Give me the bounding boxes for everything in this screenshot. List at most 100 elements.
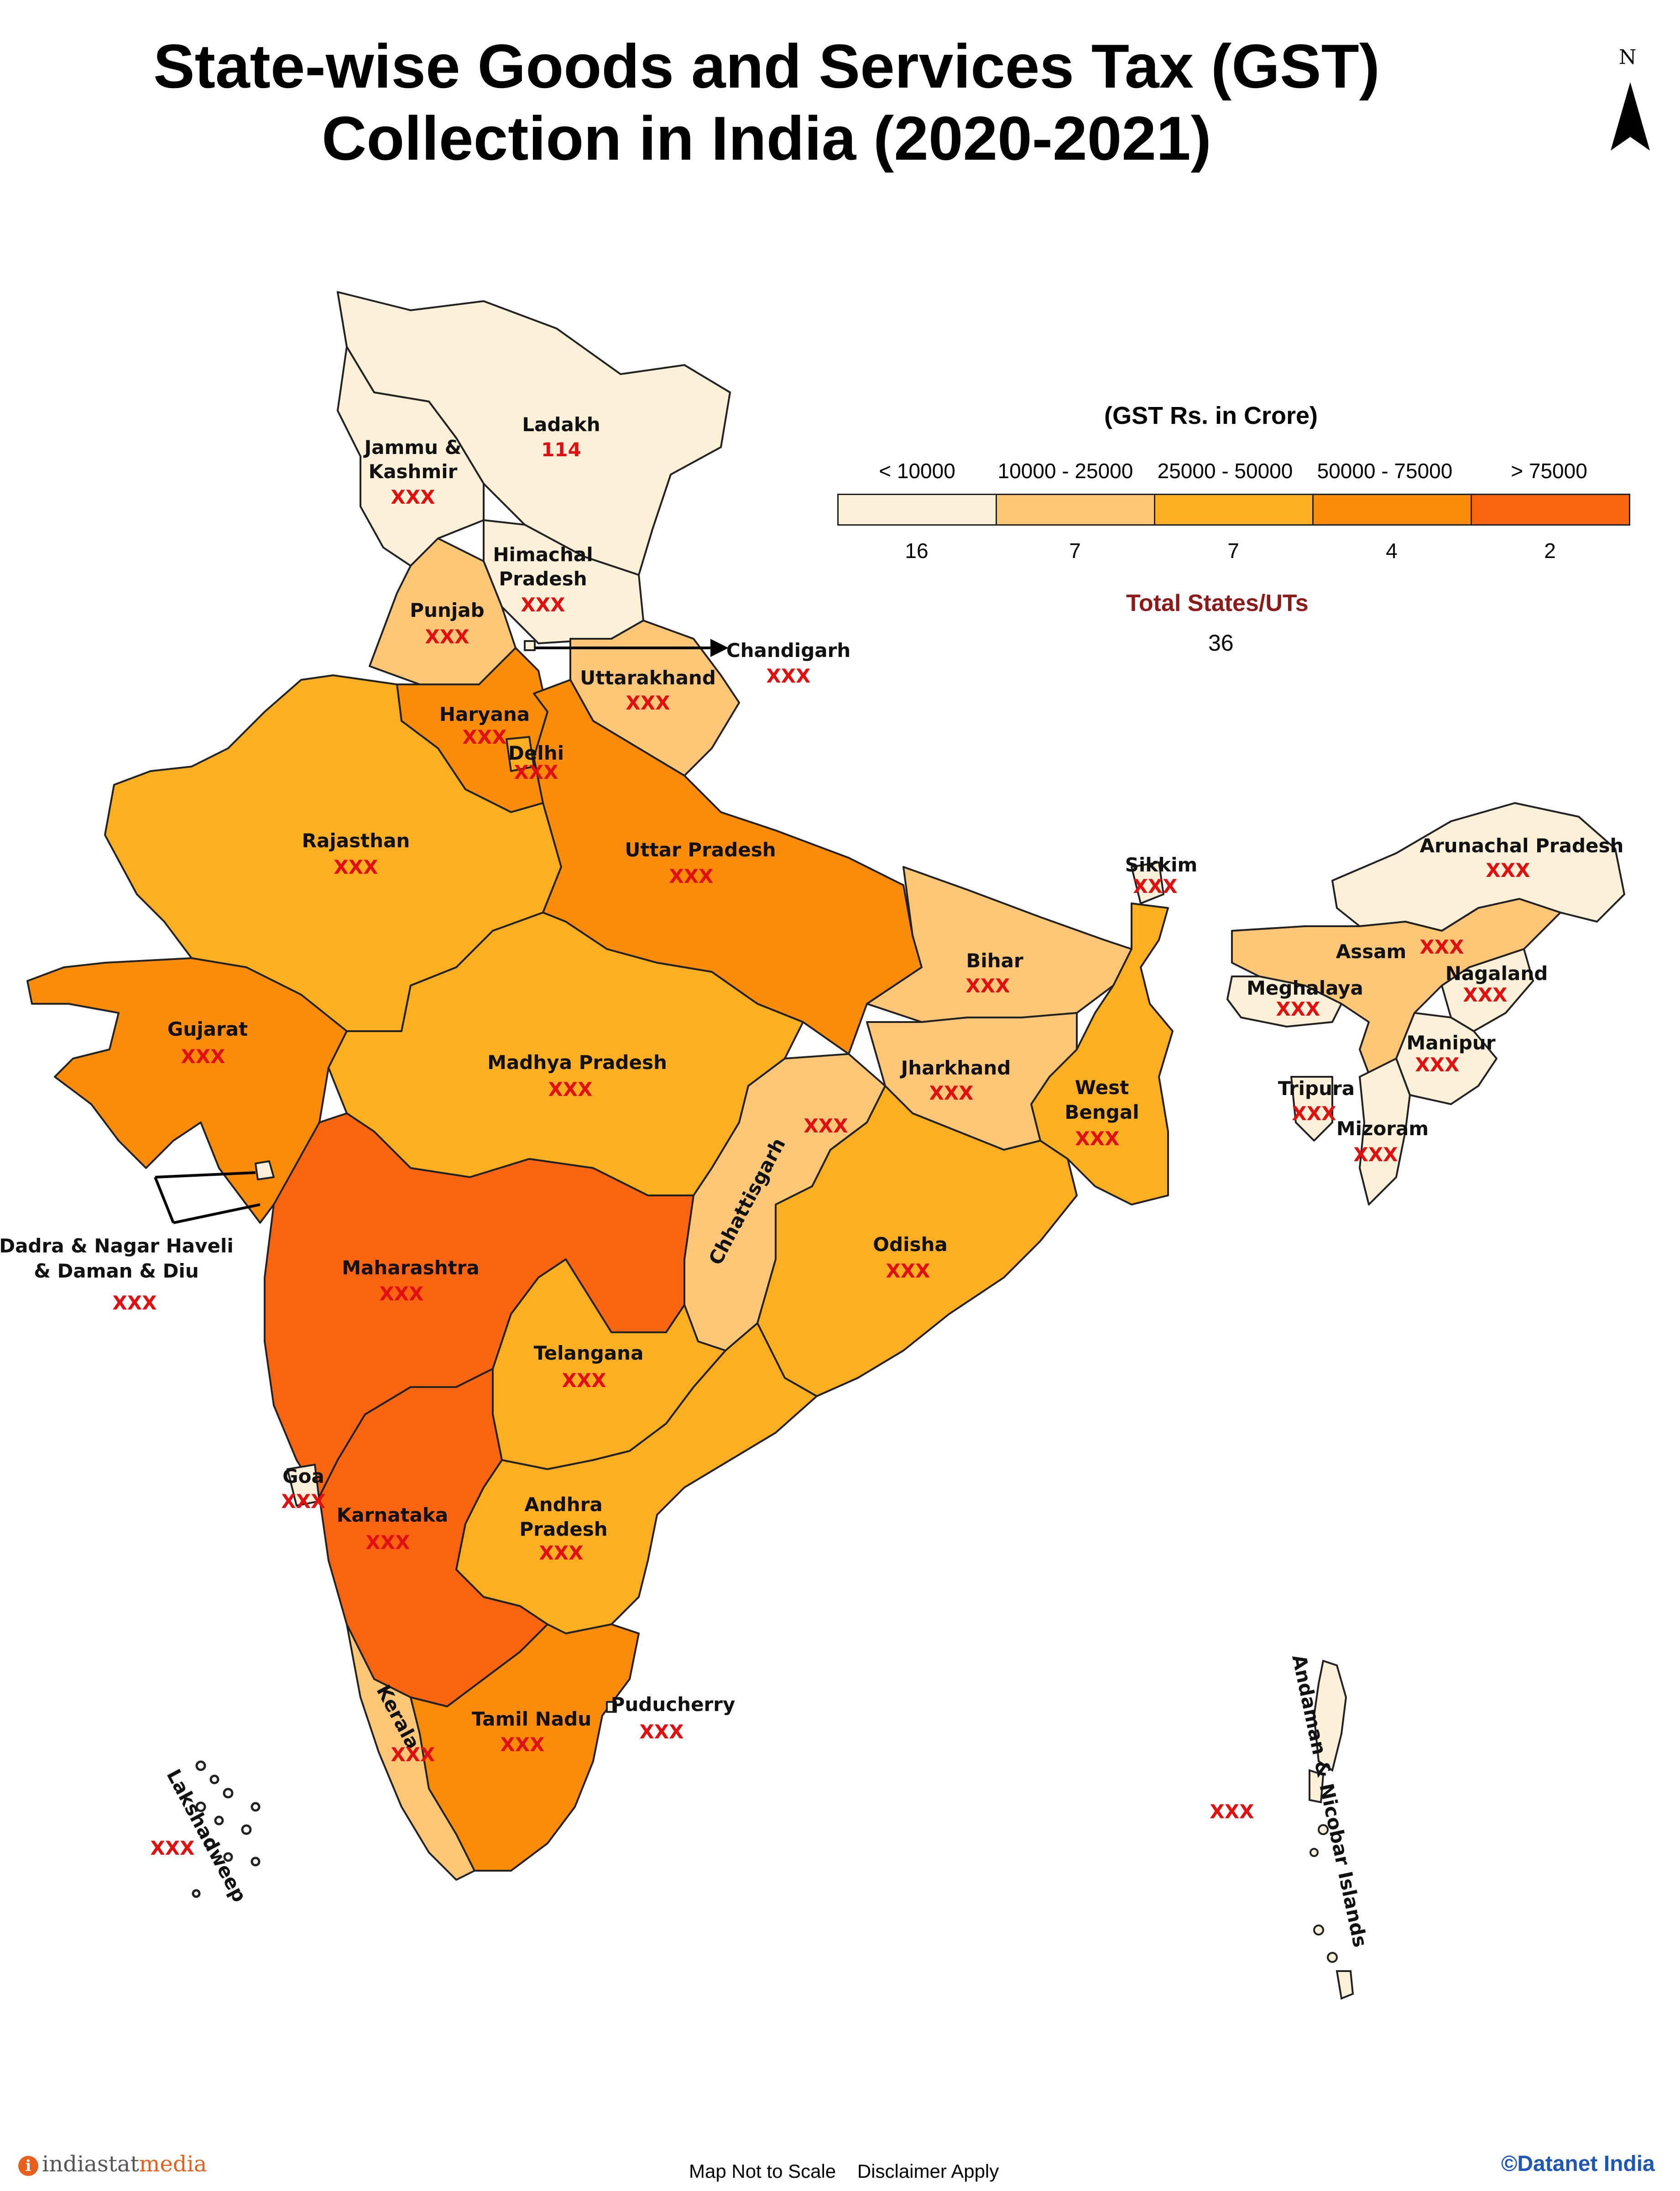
value-uttarakhand: XXX: [626, 692, 670, 714]
label-sikkim: Sikkim: [1125, 854, 1198, 876]
state-delhi: [506, 736, 535, 772]
value-assam: XXX: [1419, 936, 1464, 958]
label-jharkhand: Jharkhand: [900, 1057, 1011, 1079]
value-ladakh: 114: [541, 438, 581, 461]
label-bihar: Bihar: [966, 949, 1023, 972]
lakshadweep-islands: [192, 1760, 261, 1898]
label-hp-line1: Himachal: [493, 543, 593, 566]
label-dnh-line2: & Daman & Diu: [34, 1260, 199, 1282]
label-telangana: Telangana: [534, 1342, 644, 1364]
label-tripura: Tripura: [1278, 1077, 1355, 1100]
label-wb-line2: Bengal: [1064, 1101, 1139, 1123]
value-arunachal: XXX: [1486, 859, 1530, 882]
value-puducherry: XXX: [639, 1721, 683, 1743]
north-arrow-icon: [1611, 82, 1650, 151]
map-title-line1: State-wise Goods and Services Tax (GST): [153, 31, 1380, 101]
value-tn: XXX: [500, 1733, 544, 1756]
value-andaman: XXX: [1210, 1800, 1254, 1823]
legend-swatch-4: [1312, 494, 1472, 526]
value-up: XXX: [669, 865, 713, 887]
label-rajasthan: Rajasthan: [302, 829, 410, 852]
andaman-nicobar-islands: [1309, 1659, 1354, 2000]
value-karnataka: XXX: [365, 1531, 410, 1554]
label-arunachal: Arunachal Pradesh: [1420, 835, 1624, 857]
copyright-text: ©Datanet India: [1501, 2152, 1655, 2176]
value-odisha: XXX: [886, 1260, 930, 1282]
legend-count-1: 16: [905, 539, 929, 563]
value-wb: XXX: [1075, 1127, 1119, 1150]
state-tamil-nadu: [410, 1623, 640, 1872]
value-goa: XXX: [281, 1490, 325, 1513]
legend-range-4: 50000 - 75000: [1317, 459, 1453, 483]
label-delhi: Delhi: [508, 742, 564, 764]
value-tripura: XXX: [1292, 1102, 1336, 1125]
indiastat-logo: i indiastatmedia: [18, 2151, 207, 2177]
label-jk-line2: Kashmir: [369, 460, 458, 483]
value-telangana: XXX: [562, 1369, 606, 1392]
legend-range-5: > 75000: [1511, 459, 1587, 483]
label-maharashtra: Maharashtra: [342, 1257, 479, 1279]
label-chandigarh: Chandigarh: [726, 639, 850, 662]
value-bihar: XXX: [965, 975, 1010, 997]
legend-range-2: 10000 - 25000: [997, 459, 1133, 483]
total-states-value: 36: [1208, 630, 1234, 656]
value-maharashtra: XXX: [379, 1283, 423, 1305]
label-up: Uttar Pradesh: [625, 839, 776, 861]
label-meghalaya: Meghalaya: [1247, 977, 1363, 999]
value-sikkim: XXX: [1133, 875, 1177, 897]
label-wb-line1: West: [1075, 1076, 1129, 1099]
value-gujarat: XXX: [181, 1045, 225, 1068]
legend-swatch-3: [1154, 494, 1314, 526]
state-tripura: [1290, 1076, 1333, 1142]
value-manipur: XXX: [1415, 1054, 1459, 1076]
legend-title: (GST Rs. in Crore): [1104, 402, 1318, 429]
state-andhra-pradesh: [455, 1322, 818, 1634]
legend-range-3: 25000 - 50000: [1157, 459, 1293, 483]
state-mizoram: [1359, 1058, 1411, 1205]
legend-count-5: 2: [1544, 539, 1556, 563]
label-nagaland: Nagaland: [1445, 962, 1548, 985]
legend-swatch-1: [837, 494, 997, 526]
label-karnataka: Karnataka: [337, 1504, 449, 1526]
value-chhattisgarh: XXX: [803, 1115, 848, 1137]
label-dnh-line1: Dadra & Nagar Haveli: [0, 1235, 234, 1257]
legend-count-2: 7: [1069, 539, 1081, 563]
legend-count-4: 4: [1386, 539, 1398, 563]
label-gujarat: Gujarat: [167, 1018, 248, 1040]
value-chandigarh: XXX: [766, 665, 810, 687]
label-ap-line2: Pradesh: [519, 1518, 607, 1540]
value-meghalaya: XXX: [1276, 998, 1320, 1020]
state-puducherry: [606, 1701, 617, 1713]
legend-swatch-5: [1471, 494, 1630, 526]
value-lakshadweep: XXX: [150, 1837, 194, 1859]
north-letter: N: [1619, 46, 1637, 69]
legend-swatch-2: [996, 494, 1155, 526]
state-chandigarh: [524, 640, 536, 651]
map-title-line2: Collection in India (2020-2021): [322, 104, 1211, 173]
label-puducherry: Puducherry: [611, 1693, 736, 1716]
label-assam: Assam: [1336, 940, 1407, 963]
label-ladakh: Ladakh: [522, 413, 600, 436]
value-delhi: XXX: [514, 761, 558, 783]
value-kerala: XXX: [391, 1743, 435, 1766]
total-states-label: Total States/UTs: [1126, 590, 1309, 616]
value-hp: XXX: [521, 594, 565, 616]
label-tn: Tamil Nadu: [472, 1708, 591, 1730]
value-rajasthan: XXX: [334, 856, 378, 878]
value-haryana: XXX: [462, 726, 506, 748]
value-ap: XXX: [539, 1542, 583, 1564]
state-odisha: [757, 1085, 1078, 1397]
value-punjab: XXX: [425, 626, 469, 648]
legend-count-3: 7: [1227, 539, 1239, 563]
label-odisha: Odisha: [873, 1233, 947, 1256]
label-uttarakhand: Uttarakhand: [580, 667, 716, 689]
value-mizoram: XXX: [1353, 1143, 1398, 1166]
info-icon: i: [18, 2155, 38, 2176]
state-west-bengal: [1030, 902, 1174, 1205]
label-punjab: Punjab: [410, 599, 484, 621]
label-goa: Goa: [282, 1465, 324, 1487]
state-dnh-dd: [255, 1160, 275, 1180]
label-jk-line1: Jammu &: [363, 436, 462, 459]
